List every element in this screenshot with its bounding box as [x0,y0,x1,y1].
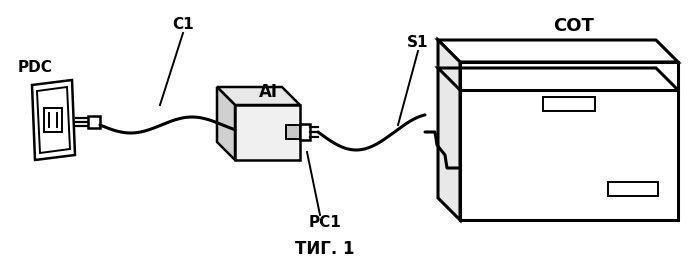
Bar [300,124,310,140]
Bar [235,105,300,160]
Text: PC1: PC1 [309,215,341,230]
Bar [543,97,595,111]
Text: СОТ: СОТ [554,17,594,35]
Bar [286,125,300,139]
Polygon shape [438,40,460,220]
Text: AI: AI [259,83,278,101]
Text: C1: C1 [172,17,194,32]
Text: S1: S1 [408,35,428,50]
Bar [88,116,100,128]
Polygon shape [217,87,300,105]
Bar [460,62,678,220]
Polygon shape [438,40,678,62]
Text: ΤИГ. 1: ΤИГ. 1 [295,240,355,258]
Bar [608,182,658,196]
Text: PDC: PDC [18,60,53,75]
Polygon shape [217,87,235,160]
Polygon shape [37,87,70,153]
Polygon shape [32,80,75,160]
Bar [44,108,62,132]
